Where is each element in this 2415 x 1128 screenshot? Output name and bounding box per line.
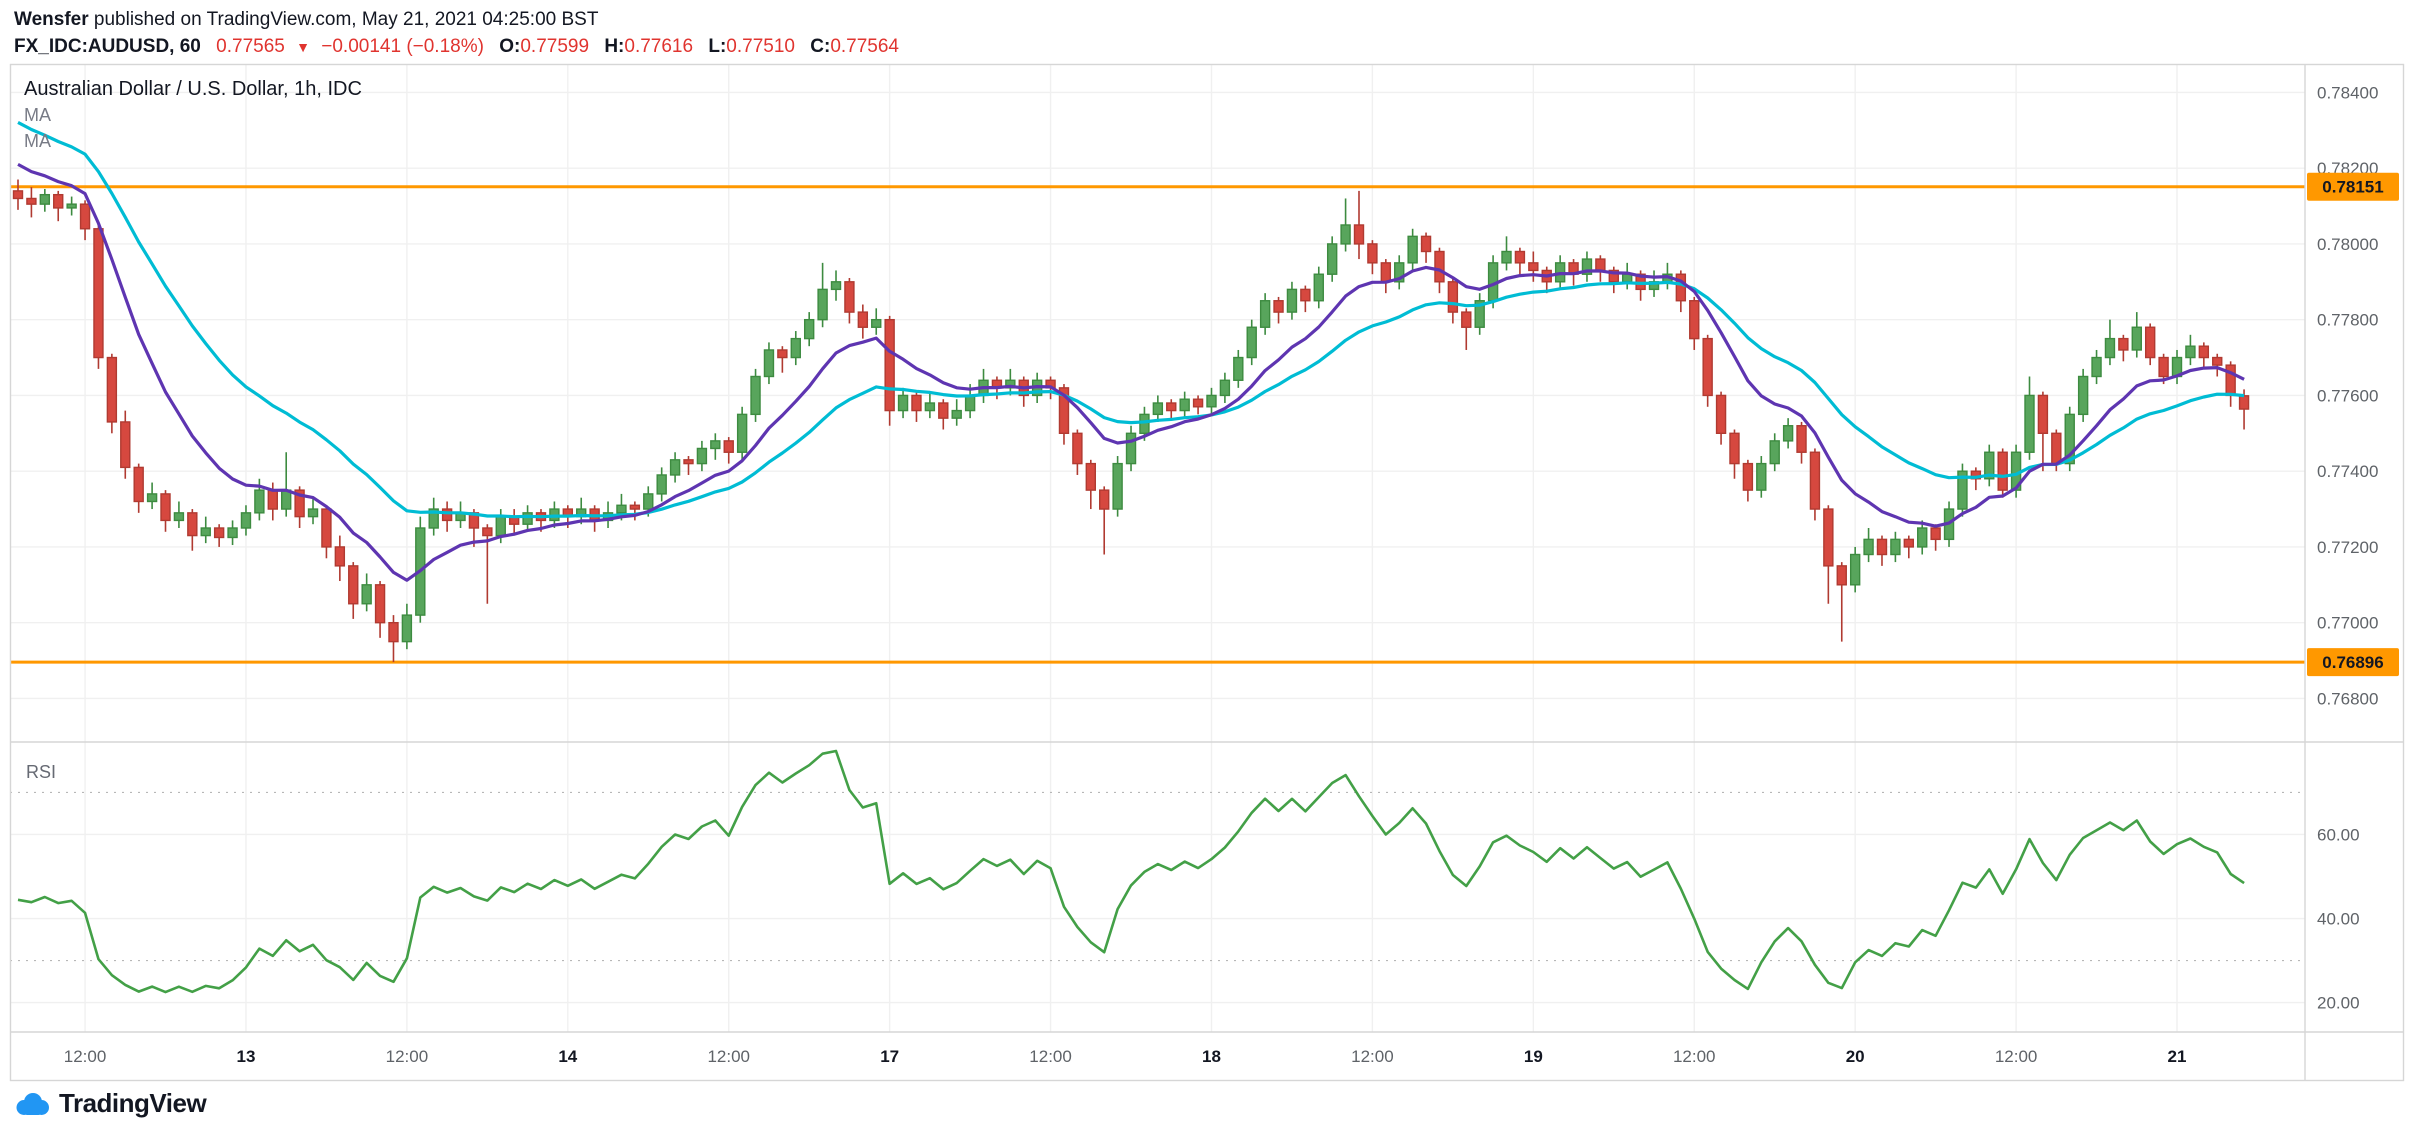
down-arrow-icon: ▼ [296, 39, 310, 55]
price-level-lines[interactable] [10, 185, 2305, 664]
time-tick-label: 12:00 [1351, 1047, 1394, 1066]
time-tick-label: 12:00 [1995, 1047, 2038, 1066]
high-label: H: [604, 36, 625, 57]
symbol-info-bar: FX_IDC:AUDUSD, 60 0.77565 ▼ −0.00141 (−0… [14, 34, 899, 60]
price-axis[interactable]: 0.784000.782000.780000.778000.776000.774… [2307, 83, 2399, 1013]
ma-fast-line[interactable] [17, 162, 2245, 582]
rsi-line[interactable] [17, 749, 2245, 994]
rsi-pane-label[interactable]: RSI [26, 762, 57, 782]
time-tick-label: 13 [237, 1047, 256, 1066]
svg-text:0.76896: 0.76896 [2322, 653, 2383, 672]
time-tick-label: 12:00 [1029, 1047, 1072, 1066]
low-label: L: [708, 36, 727, 57]
price-level-badge: 0.76896 [2307, 648, 2399, 677]
logo-text: TradingView [59, 1088, 207, 1118]
price-tick-label: 0.77400 [2317, 462, 2378, 481]
time-tick-label: 20 [1846, 1047, 1865, 1066]
rsi-tick-label: 40.00 [2317, 910, 2360, 929]
open-label: O: [499, 36, 521, 57]
price-tick-label: 0.76800 [2317, 689, 2378, 708]
time-tick-label: 17 [880, 1047, 899, 1066]
close-label: C: [810, 36, 831, 57]
price-tick-label: 0.78400 [2317, 83, 2378, 102]
last-price: 0.77565 [216, 36, 285, 57]
rsi-tick-label: 60.00 [2317, 825, 2360, 844]
candles [12, 179, 2250, 663]
byline: Wensfer published on TradingView.com, Ma… [14, 6, 598, 34]
chart-title: Australian Dollar / U.S. Dollar, 1h, IDC [24, 78, 362, 100]
byline-text: published on TradingView.com, May 21, 20… [88, 9, 599, 30]
time-tick-label: 12:00 [386, 1047, 429, 1066]
ma-fast-label[interactable]: MA [24, 105, 51, 125]
price-tick-label: 0.77800 [2317, 311, 2378, 330]
svg-text:0.78151: 0.78151 [2322, 178, 2383, 197]
tradingview-logo[interactable]: TradingView [14, 1088, 207, 1119]
author-name: Wensfer [14, 9, 89, 30]
time-tick-label: 14 [558, 1047, 577, 1066]
close-value: 0.77564 [830, 36, 899, 57]
ma-slow-label[interactable]: MA [24, 131, 51, 151]
time-tick-label: 12:00 [707, 1047, 750, 1066]
time-tick-label: 18 [1202, 1047, 1221, 1066]
grid-lines [10, 64, 2305, 1032]
time-tick-label: 19 [1524, 1047, 1543, 1066]
pane-borders [9, 63, 2405, 1082]
time-axis[interactable]: 12:00 13 12:00 14 12:00 17 12:00 18 12:00 19 12:00… [64, 1047, 2187, 1066]
symbol-name[interactable]: FX_IDC:AUDUSD, 60 [14, 36, 201, 57]
time-tick-label: 12:00 [1673, 1047, 1716, 1066]
cloud-logo-icon [16, 1093, 49, 1115]
open-value: 0.77599 [520, 36, 590, 57]
rsi-tick-label: 20.00 [2317, 994, 2360, 1013]
chart-legend[interactable]: Australian Dollar / U.S. Dollar, 1h, IDC… [24, 76, 362, 154]
price-tick-label: 0.77600 [2317, 386, 2378, 405]
ma-slow-line[interactable] [17, 120, 2245, 519]
price-tick-label: 0.77000 [2317, 614, 2378, 633]
price-tick-label: 0.77200 [2317, 538, 2378, 557]
price-level-badge: 0.78151 [2307, 172, 2399, 201]
price-change: −0.00141 (−0.18%) [321, 36, 484, 57]
high-value: 0.77616 [624, 36, 694, 57]
time-tick-label: 21 [2168, 1047, 2187, 1066]
low-value: 0.77510 [726, 36, 795, 57]
time-tick-label: 12:00 [64, 1047, 107, 1066]
price-tick-label: 0.78000 [2317, 235, 2378, 254]
